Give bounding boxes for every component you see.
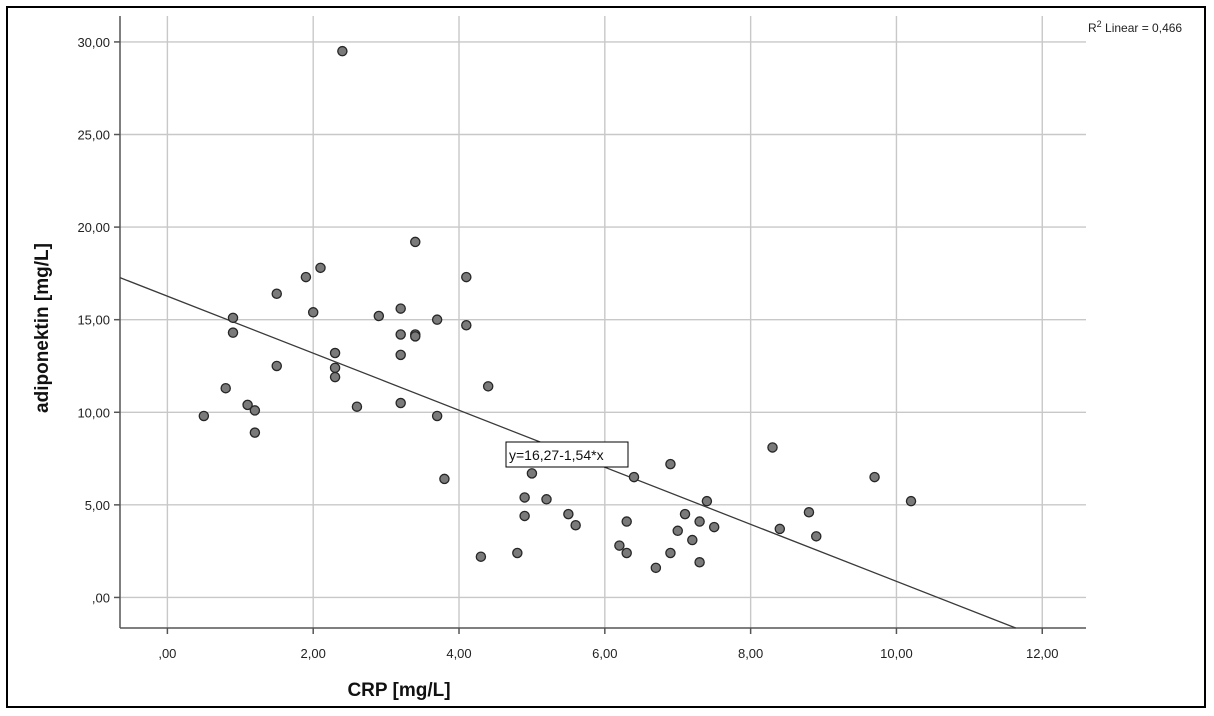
data-point	[329, 362, 341, 374]
data-point	[329, 347, 341, 359]
data-point	[701, 495, 713, 507]
tick-labels: ,00 2,00 4,00 6,00 8,00 10,00 12,00 ,00 5,00 10,0…	[77, 35, 1058, 661]
data-point	[512, 547, 523, 559]
data-point	[621, 547, 632, 559]
data-point	[227, 327, 239, 338]
data-point	[410, 331, 421, 342]
data-point	[373, 310, 385, 322]
data-point	[395, 303, 406, 314]
data-point	[672, 525, 683, 537]
data-point	[249, 405, 261, 416]
data-point	[563, 508, 574, 520]
data-point	[395, 397, 406, 409]
data-point	[351, 401, 363, 412]
x-tick-label: 10,00	[880, 646, 913, 661]
data-point	[665, 547, 676, 559]
data-point	[687, 534, 698, 546]
y-tick-label: 15,00	[77, 313, 110, 328]
data-point	[242, 399, 253, 411]
data-point	[810, 531, 822, 542]
data-point	[198, 410, 210, 422]
data-point	[329, 371, 341, 383]
data-point	[431, 314, 443, 325]
data-point	[395, 329, 406, 340]
x-tick-label: 4,00	[446, 646, 471, 661]
y-tick-label: 20,00	[77, 220, 110, 235]
data-point	[337, 45, 348, 57]
regression-equation: y=16,27-1,54*x	[509, 447, 604, 463]
y-axis-label: adiponektin [mg/L]	[32, 243, 53, 413]
x-axis-label: CRP [mg/L]	[347, 680, 450, 701]
data-point	[614, 540, 625, 551]
r-squared-label: R2 Linear = 0,466	[1088, 19, 1182, 35]
y-tick-label: 25,00	[77, 128, 110, 143]
data-point	[439, 473, 450, 485]
data-point	[249, 427, 261, 438]
y-tick-label: 30,00	[77, 35, 110, 50]
y-tick-label: 5,00	[85, 498, 110, 513]
data-point	[410, 236, 421, 248]
data-point	[526, 468, 538, 479]
x-tick-label: 6,00	[592, 646, 617, 661]
chart-frame: ,00 2,00 4,00 6,00 8,00 10,00 12,00 ,00 5,00 10,0…	[6, 6, 1206, 708]
data-point	[271, 360, 282, 372]
data-point	[519, 510, 530, 522]
data-point	[475, 551, 487, 562]
data-point	[461, 319, 472, 331]
data-point	[300, 271, 312, 283]
data-point	[708, 521, 720, 533]
data-point	[271, 288, 282, 300]
data-point	[905, 495, 917, 507]
x-tick-label: 8,00	[738, 646, 763, 661]
data-point	[803, 507, 815, 518]
scatter-plot: ,00 2,00 4,00 6,00 8,00 10,00 12,00 ,00 5,00 10,0…	[32, 16, 1182, 701]
data-point	[628, 471, 640, 483]
gridlines	[120, 16, 1086, 628]
data-point	[220, 382, 231, 394]
data-point	[774, 523, 786, 535]
data-point	[767, 442, 778, 453]
data-point	[395, 349, 406, 361]
data-point	[694, 557, 705, 568]
data-point	[482, 381, 494, 392]
data-points	[198, 45, 917, 574]
x-tick-label: 2,00	[301, 646, 326, 661]
y-tick-label: ,00	[92, 590, 110, 605]
data-point	[519, 492, 530, 503]
data-point	[541, 494, 552, 505]
data-point	[461, 271, 472, 283]
data-point	[570, 519, 581, 531]
data-point	[869, 471, 880, 483]
data-point	[679, 508, 691, 520]
x-tick-label: 12,00	[1026, 646, 1059, 661]
data-point	[227, 312, 239, 324]
data-point	[307, 307, 319, 318]
equation-box-border	[505, 441, 629, 468]
axes	[114, 16, 1086, 634]
equation-box: y=16,27-1,54*x	[505, 441, 629, 468]
data-point	[315, 262, 326, 274]
data-point	[694, 516, 705, 527]
data-point	[621, 516, 632, 527]
data-point	[431, 410, 443, 422]
data-point	[665, 458, 676, 470]
y-tick-label: 10,00	[77, 405, 110, 420]
x-tick-label: ,00	[158, 646, 176, 661]
data-point	[650, 562, 662, 574]
